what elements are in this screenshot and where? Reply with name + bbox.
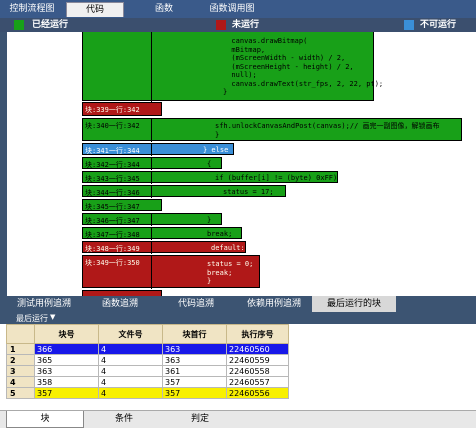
tab-functions[interactable]: 函数 xyxy=(154,4,173,14)
tab-last-run-blocks[interactable]: 最后运行的块 xyxy=(312,296,396,312)
cell: 4 xyxy=(98,354,163,366)
code-block[interactable]: 块:346一行:347 } xyxy=(82,213,222,226)
legend-swatch-unexecuted xyxy=(216,20,226,30)
block-label: 块:348一行:349 xyxy=(85,245,140,253)
code-block[interactable]: 块:341一行:344 } else xyxy=(82,143,234,156)
code-block[interactable]: 块:344一行:346 status = 17; xyxy=(82,185,286,198)
tab-call-graph[interactable]: 函数调用图 xyxy=(209,4,255,14)
block-label: 块:343一行:345 xyxy=(85,175,140,183)
code-block[interactable] xyxy=(82,290,162,296)
tab-decision[interactable]: 判定 xyxy=(190,414,209,424)
tab-control-flow[interactable]: 控制流程图 xyxy=(9,4,55,14)
cell: 4 xyxy=(98,343,163,355)
code-text: } xyxy=(207,216,212,224)
code-text: if (buffer[i] != (byte) 0xFF) xyxy=(215,174,338,182)
block-label: 块:349一行:350 xyxy=(85,259,140,267)
cell: 363 xyxy=(34,365,99,377)
code-block[interactable]: 块:339一行:342 xyxy=(82,102,162,116)
code-block[interactable]: 块:347一行:348 break; xyxy=(82,227,242,240)
cell: 4 xyxy=(98,387,163,399)
cell: 4 xyxy=(98,365,163,377)
cell: 22460560 xyxy=(226,343,289,355)
col-header[interactable]: 块首行 xyxy=(162,324,227,344)
col-header[interactable]: 执行序号 xyxy=(226,324,289,344)
block-label: 块:344一行:346 xyxy=(85,189,140,197)
cell: 363 xyxy=(162,343,227,355)
trace-tab-bar: 测试用例追溯 函数追溯 代码追溯 依赖用例追溯 最后运行的块 xyxy=(0,296,476,312)
block-label: 块:340一行:342 xyxy=(85,122,140,130)
legend-executed: 已经运行 xyxy=(32,20,69,30)
code-text: { xyxy=(207,160,212,168)
cell: 22460558 xyxy=(226,365,289,377)
last-run-table: 块号 文件号 块首行 执行序号 1 366 4 363 22460560 2 3… xyxy=(0,324,476,410)
table-row[interactable]: 4 358 4 357 22460557 xyxy=(6,376,289,388)
block-label: 块:342一行:344 xyxy=(85,161,140,169)
code-text: sfh.unlockCanvasAndPost(canvas);// 画完一副图… xyxy=(215,122,440,139)
tab-testcase-trace[interactable]: 测试用例追溯 xyxy=(16,299,71,309)
cell: 22460557 xyxy=(226,376,289,388)
cell: 358 xyxy=(34,376,99,388)
code-text: default: xyxy=(211,244,245,252)
col-header[interactable]: 文件号 xyxy=(98,324,163,344)
cell: 4 xyxy=(98,376,163,388)
tab-function-trace[interactable]: 函数追溯 xyxy=(101,299,138,309)
block-label: 块:345一行:347 xyxy=(85,203,140,211)
row-number: 5 xyxy=(6,387,35,399)
tab-code-trace[interactable]: 代码追溯 xyxy=(177,299,214,309)
tab-condition[interactable]: 条件 xyxy=(114,414,133,424)
tab-code[interactable]: 代码 xyxy=(66,2,124,17)
table-row[interactable]: 1 366 4 363 22460560 xyxy=(6,343,289,355)
code-block[interactable]: canvas.drawBitmap( mBitmap, (mScreenWidt… xyxy=(82,32,383,102)
code-text: break; xyxy=(207,230,233,238)
cell: 22460559 xyxy=(226,354,289,366)
block-label: 块:341一行:344 xyxy=(85,147,140,155)
cell: 363 xyxy=(162,354,227,366)
row-number: 4 xyxy=(6,376,35,388)
code-coverage-view[interactable]: canvas.drawBitmap( mBitmap, (mScreenWidt… xyxy=(0,32,476,296)
cell: 357 xyxy=(162,376,227,388)
code-block[interactable]: 块:343一行:345 if (buffer[i] != (byte) 0xFF… xyxy=(82,171,338,184)
block-label: 块:347一行:348 xyxy=(85,231,140,239)
code-block[interactable]: 块:345一行:347 xyxy=(82,199,162,211)
code-text: canvas.drawBitmap( mBitmap, (mScreenWidt… xyxy=(223,37,384,96)
code-block[interactable]: 块:348一行:349 default: xyxy=(82,241,246,254)
cell: 357 xyxy=(34,387,99,399)
coverage-type-tabs: 块 条件 判定 xyxy=(0,410,476,428)
row-number: 1 xyxy=(6,343,35,355)
left-gutter xyxy=(0,32,7,296)
cell: 357 xyxy=(162,387,227,399)
row-number: 3 xyxy=(6,365,35,377)
legend-swatch-executed xyxy=(14,20,24,30)
legend-unreachable: 不可运行 xyxy=(420,20,457,30)
code-block[interactable]: 块:349一行:350 status = 0; break; } xyxy=(82,255,260,289)
code-text: } else xyxy=(203,146,229,154)
legend-unexecuted: 未运行 xyxy=(232,20,260,30)
code-text: status = 0; break; } xyxy=(207,260,254,285)
block-label: 块:346一行:347 xyxy=(85,217,140,225)
top-tab-bar: 控制流程图 代码 函数 函数调用图 xyxy=(0,0,476,18)
cell: 366 xyxy=(34,343,99,355)
tab-block[interactable]: 块 xyxy=(6,411,84,428)
legend: 已经运行 未运行 不可运行 xyxy=(0,18,476,32)
dropdown-label: 最后运行 xyxy=(16,314,48,323)
code-text: status = 17; xyxy=(223,188,274,196)
cell: 365 xyxy=(34,354,99,366)
code-block[interactable]: 块:340一行:342 sfh.unlockCanvasAndPost(canv… xyxy=(82,118,462,142)
row-number: 2 xyxy=(6,354,35,366)
table-row[interactable]: 5 357 4 357 22460556 xyxy=(6,387,289,399)
row-header-corner xyxy=(6,324,35,344)
col-header[interactable]: 块号 xyxy=(34,324,99,344)
cell: 361 xyxy=(162,365,227,377)
block-label: 块:339一行:342 xyxy=(85,106,140,114)
tab-dependency-trace[interactable]: 依赖用例追溯 xyxy=(246,299,301,309)
legend-swatch-unreachable xyxy=(404,20,414,30)
chevron-down-icon[interactable]: ▼ xyxy=(50,313,56,321)
code-block[interactable]: 块:342一行:344 { xyxy=(82,157,222,170)
table-row[interactable]: 2 365 4 363 22460559 xyxy=(6,354,289,366)
table-row[interactable]: 3 363 4 361 22460558 xyxy=(6,365,289,377)
last-run-dropdown[interactable]: 最后运行 ▼ xyxy=(0,312,476,324)
cell: 22460556 xyxy=(226,387,289,399)
